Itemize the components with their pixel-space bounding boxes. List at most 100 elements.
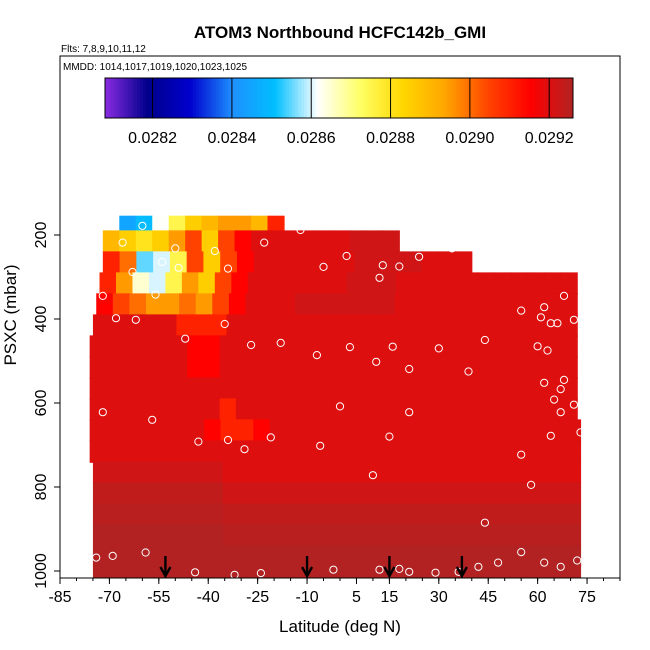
heatmap-cell [335, 419, 353, 442]
heatmap-cell [138, 398, 156, 421]
heatmap-cell [365, 335, 383, 358]
colorbar-segment [213, 78, 217, 118]
heatmap-cell [206, 524, 224, 547]
heatmap-cell [102, 230, 120, 253]
heatmap-cell [141, 461, 159, 484]
x-tick-label: 5 [352, 589, 361, 606]
observation-point [141, 548, 150, 557]
colorbar-segment [426, 78, 431, 118]
heatmap-cell [203, 356, 221, 379]
observation-point [375, 565, 384, 574]
heatmap-cell [109, 314, 127, 337]
heatmap-cell [89, 440, 107, 463]
heatmap-cell [89, 335, 107, 358]
heatmap-cell [236, 419, 254, 442]
heatmap-cell [401, 482, 419, 505]
x-tick-label: -70 [98, 589, 121, 606]
colorbar-segment [420, 78, 425, 118]
colorbar-segment [423, 78, 428, 118]
heatmap-cell [169, 251, 188, 274]
observation-point [316, 441, 325, 450]
observation-points [92, 221, 585, 578]
heatmap-cell [317, 398, 335, 421]
heatmap-cell [92, 524, 110, 547]
heatmap-cell [417, 524, 435, 547]
colorbar-segment [286, 78, 290, 118]
heatmap-cell [333, 356, 351, 379]
heatmap-cell [564, 503, 582, 526]
heatmap-cell [271, 562, 289, 578]
x-tick-label: 45 [479, 589, 497, 606]
heatmap-cell [482, 524, 500, 547]
heatmap-cell [89, 419, 107, 442]
heatmap-cell [434, 503, 452, 526]
observation-point [372, 357, 381, 366]
heatmap-cell [170, 335, 188, 358]
heatmap-cell [512, 335, 530, 358]
colorbar-segment [415, 78, 419, 118]
heatmap-cell [253, 419, 271, 442]
heatmap-cell [262, 293, 280, 316]
heatmap-cell [271, 482, 289, 505]
colorbar-tick-label: 0.0288 [366, 130, 415, 147]
heatmap-cell [284, 356, 302, 379]
heatmap-cell [222, 562, 240, 578]
observation-point [517, 306, 526, 315]
observation-point [405, 364, 414, 374]
heatmap-cell [239, 461, 257, 484]
observation-point [247, 340, 256, 350]
colorbar-segment [116, 78, 121, 118]
observation-point [230, 570, 239, 578]
colorbar-segment [289, 78, 293, 118]
heatmap-cell [268, 377, 286, 400]
heatmap-cell [410, 314, 428, 337]
heatmap-cell [304, 482, 322, 505]
colorbar-segment [321, 78, 325, 118]
heatmap-cell [143, 314, 161, 337]
heatmap-cell [466, 562, 484, 578]
heatmap-cell [125, 524, 143, 547]
heatmap-cell [401, 524, 419, 547]
colorbar-segment [391, 78, 396, 118]
heatmap-cell [190, 461, 208, 484]
observation-point [385, 432, 394, 441]
heatmap-cell [560, 293, 578, 316]
observation-point [276, 338, 285, 347]
heatmap-cell [367, 440, 385, 463]
colorbar-segment [157, 78, 162, 118]
heatmap-cell [222, 461, 240, 484]
colorbar-segment [315, 78, 320, 118]
observation-point [415, 252, 424, 261]
colorbar-segment [260, 78, 264, 118]
heatmap-cell [320, 251, 339, 274]
heatmap-cell [531, 503, 549, 526]
colorbar-segment [207, 78, 211, 118]
colorbar-segment [379, 78, 384, 118]
heatmap-cell [421, 251, 439, 274]
heatmap-cell [416, 419, 434, 442]
heatmap-cell [252, 398, 270, 421]
colorbar-segment [292, 78, 296, 118]
colorbar-segment [163, 78, 167, 118]
colorbar-segment [341, 78, 346, 118]
heatmap-cell [304, 251, 322, 274]
heatmap-cell [105, 398, 123, 421]
colorbar-segment [534, 78, 539, 118]
heatmap-cell [268, 335, 286, 358]
heatmap-cell [268, 356, 286, 379]
heatmap-cell [547, 503, 565, 526]
observation-point [540, 558, 549, 567]
colorbar-segment [110, 78, 115, 118]
observation-point [191, 568, 200, 577]
heatmap-cell [162, 293, 180, 316]
heatmap-cell [412, 272, 430, 295]
heatmap-cell [336, 461, 354, 484]
heatmap-cell [119, 251, 137, 274]
observation-point [434, 344, 443, 353]
heatmap-cell [326, 314, 345, 337]
heatmap-cell [498, 440, 516, 463]
heatmap-cell [269, 440, 287, 463]
observation-point [158, 257, 167, 266]
heatmap-cell [320, 524, 338, 547]
colorbar-segment [347, 78, 352, 118]
